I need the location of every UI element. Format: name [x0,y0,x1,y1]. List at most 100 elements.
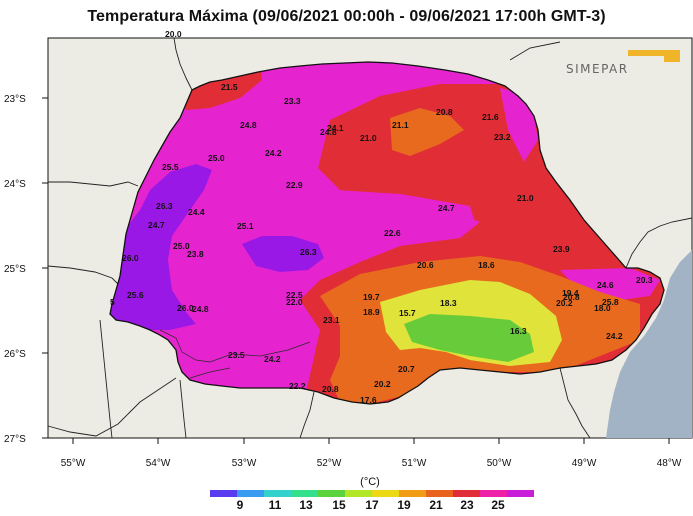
lat-label: 24°S [4,179,26,190]
station-value: 26.0 [177,303,194,313]
colorbar-tick: 23 [460,498,474,512]
lon-label: 53°W [232,458,257,469]
colorbar-segment [210,490,237,497]
colorbar-tick: 25 [491,498,505,512]
colorbar-segment [399,490,426,497]
lat-label: 25°S [4,264,26,275]
station-value: 26.0 [122,253,139,263]
lat-label: 26°S [4,349,26,360]
station-value: 20.8 [436,107,453,117]
lon-label: 48°W [657,458,682,469]
station-value: 23.2 [494,132,511,142]
colorbar-segment [453,490,480,497]
lon-label: 52°W [317,458,342,469]
station-value: 18.3 [440,298,457,308]
station-value: 24.4 [188,207,205,217]
station-value: 20.8 [563,292,580,302]
station-value: 23.1 [323,315,340,325]
lon-label: 55°W [61,458,86,469]
station-value: 23.9 [553,244,570,254]
station-values: 20.0 21.5 23.3 24.8 24.1 24.8 21.0 21.1 … [110,29,653,405]
station-value: 15.7 [399,308,416,318]
station-value: 18.0 [594,303,611,313]
station-value: 25.0 [173,241,190,251]
station-value: 25.8 [602,297,619,307]
station-value: 22.5 [286,290,303,300]
station-value: 25.6 [127,290,144,300]
colorbar-segment [345,490,372,497]
station-value: 22.2 [289,381,306,391]
state-borders [47,37,693,439]
station-value: 26.3 [300,247,317,257]
colorbar-tick: 11 [268,498,282,512]
station-value: 21.0 [360,133,377,143]
station-value: 19.4 [562,288,579,298]
station-value: 24.1 [327,123,344,133]
station-value: 21.5 [221,82,238,92]
station-value: 20.6 [417,260,434,270]
station-value: 25.5 [162,162,179,172]
lat-label: 27°S [4,434,26,445]
station-value: 18.6 [478,260,495,270]
station-value: 20.3 [636,275,653,285]
station-value: 23.3 [284,96,301,106]
station-value: 20.7 [398,364,415,374]
lat-axis: 23°S 24°S 25°S 26°S 27°S [4,94,48,445]
station-value: 24.2 [264,354,281,364]
station-value: 21.1 [392,120,409,130]
station-value: 16.3 [510,326,527,336]
rivers [159,329,311,379]
station-value: 22.6 [384,228,401,238]
station-value: 20.2 [374,379,391,389]
colorbar-segment [372,490,399,497]
station-value: 24.8 [320,127,337,137]
lon-axis: 55°W 54°W 53°W 52°W 51°W 50°W 49°W 48°W [61,438,682,469]
colorbar-tick: 15 [332,498,346,512]
svg-text:SIMEPAR: SIMEPAR [566,62,629,76]
station-value: 24.6 [597,280,614,290]
colorbar-segment [507,490,534,497]
station-value: 21.6 [482,112,499,122]
lon-label: 54°W [146,458,171,469]
colorbar-segment [318,490,345,497]
station-value: 24.8 [192,304,209,314]
station-value: 24.2 [606,331,623,341]
lat-label: 23°S [4,94,26,105]
station-value: 19.7 [363,292,380,302]
station-value: 23.5 [228,350,245,360]
station-value: 18.9 [363,307,380,317]
station-value: 25.1 [237,221,254,231]
station-value: 20.0 [165,29,182,39]
station-value: 24.7 [148,220,165,230]
colorbar-segment [237,490,264,497]
station-value: 23.8 [187,249,204,259]
colorbar-unit-label: (°C) [360,476,380,488]
station-value: 21.0 [517,193,534,203]
lon-label: 49°W [572,458,597,469]
page-title: Temperatura Máxima (09/06/2021 00:00h - … [87,8,606,25]
station-value: 24.2 [265,148,282,158]
station-value: 5 [110,297,115,307]
station-value: 24.8 [240,120,257,130]
lon-label: 51°W [402,458,427,469]
colorbar-segment [264,490,291,497]
colorbar-tick: 17 [365,498,379,512]
station-value: 24.7 [438,203,455,213]
colorbar-tick: 9 [236,498,244,512]
lon-label: 50°W [487,458,512,469]
colorbar-segment [426,490,453,497]
simepar-logo: SIMEPAR [566,50,680,76]
ocean-area [606,250,692,438]
colorbar-tick: 19 [397,498,411,512]
station-value: 26.3 [156,201,173,211]
colorbar-tick: 21 [429,498,443,512]
station-value: 22.9 [286,180,303,190]
colorbar-segment [480,490,507,497]
station-value: 17.6 [360,395,377,405]
station-value: 20.2 [556,298,573,308]
station-value: 20.8 [322,384,339,394]
colorbar [210,490,534,497]
station-value: 25.0 [208,153,225,163]
station-value: 22.0 [286,297,303,307]
